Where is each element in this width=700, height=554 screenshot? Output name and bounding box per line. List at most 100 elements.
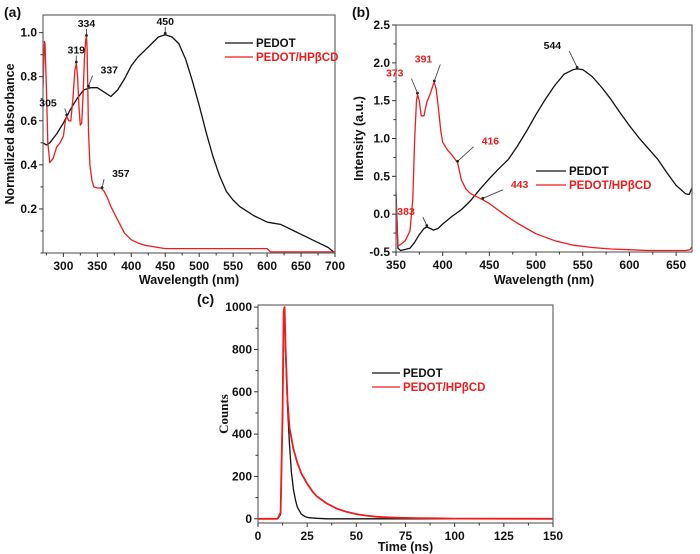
x-tick-label: 450: [479, 258, 499, 272]
panel-c: 0 25 50 75 100 125 150 0 200 400 600 800 1000 Time (n…: [197, 291, 563, 554]
y-tick-label: 600: [232, 385, 252, 399]
panel-label: (c): [197, 291, 214, 307]
legend-label: PEDOT/HPβCD: [403, 382, 485, 394]
panel-label: (b): [352, 4, 370, 20]
y-tick-label: 0.8: [20, 70, 37, 84]
panel-label: (a): [4, 4, 21, 20]
legend-label: PEDOT: [569, 166, 609, 178]
x-tick-label: 700: [325, 259, 345, 273]
annotation-arrow: [482, 189, 504, 199]
x-tick-label: 450: [155, 259, 175, 273]
annotation-arrowhead: [575, 65, 579, 69]
panel-a: 300 350 400 450 500 550 600 650 700 0.2 0.4 0.6 0.8 1…: [3, 4, 345, 287]
legend: PEDOT PEDOT/HPβCD: [372, 368, 485, 394]
annotation-arrowhead: [163, 31, 167, 35]
plot-frame: [395, 24, 693, 253]
y-tick-label: 800: [232, 342, 252, 356]
annotation-arrow: [422, 216, 428, 226]
x-tick-label: 100: [445, 529, 465, 543]
x-tick-label: 350: [87, 259, 107, 273]
annotation-arrowhead: [87, 84, 90, 88]
y-tick-label: 400: [232, 427, 252, 441]
annotation-arrow: [101, 178, 105, 188]
annotation-arrow: [411, 78, 418, 94]
legend: PEDOT PEDOT/HPβCD: [536, 166, 651, 192]
annotation-arrowhead: [74, 60, 78, 64]
annotation-arrowhead: [425, 224, 429, 227]
x-tick-label: 25: [300, 529, 314, 543]
series-line-pedot: [258, 314, 553, 520]
annotation-arrowhead: [100, 186, 104, 189]
plot-frame: [257, 304, 554, 524]
y-tick-label: -0.5: [369, 245, 390, 259]
annotation-label: 416: [482, 136, 500, 148]
y-tick-label: 0.4: [20, 158, 37, 172]
y-tick-label: 1.0: [373, 132, 390, 146]
y-tick-label: 2.0: [373, 56, 390, 70]
annotation-arrow: [88, 75, 93, 87]
x-tick-label: 150: [543, 529, 563, 543]
y-axis-title: Normalized absorbance: [3, 63, 17, 204]
x-tick-label: 350: [386, 258, 406, 272]
legend-label: PEDOT: [403, 368, 443, 380]
annotation-label: 334: [78, 18, 96, 30]
y-tick-label: 1.0: [20, 26, 37, 40]
annotation-arrowhead: [481, 196, 485, 200]
series-line-pedot: [396, 68, 692, 252]
x-tick-label: 50: [350, 529, 364, 543]
annotation-label: 450: [156, 16, 174, 28]
y-tick-label: 0.2: [20, 202, 37, 216]
annotation-arrow: [433, 64, 441, 82]
annotation-arrowhead: [432, 79, 436, 83]
y-axis-title: Counts: [216, 394, 231, 434]
y-tick-label: 0.0: [373, 207, 390, 221]
annotation-arrow: [568, 50, 578, 68]
x-axis-title: Wavelength (nm): [494, 273, 594, 287]
y-tick-label: 0: [245, 512, 252, 526]
x-tick-label: 0: [255, 529, 262, 543]
x-tick-label: 75: [399, 529, 413, 543]
x-tick-label: 500: [526, 258, 546, 272]
annotation-arrowhead: [85, 34, 88, 37]
series-line-pedot: [43, 34, 335, 253]
x-tick-label: 400: [433, 258, 453, 272]
annotation-label: 319: [68, 44, 86, 56]
annotation-label: 443: [511, 179, 529, 191]
y-tick-label: 0.5: [373, 169, 390, 183]
panel-b: 350 400 450 500 550 600 650 -0.5 0.0 0.5 1.0 1.5 2.0…: [352, 4, 693, 287]
x-tick-label: 650: [291, 259, 311, 273]
x-axis-title: Time (ns): [378, 540, 433, 554]
series-line-pedot-hpbcd: [258, 306, 553, 520]
y-tick-label: 2.5: [373, 18, 390, 32]
y-tick-label: 1.5: [373, 94, 390, 108]
x-tick-label: 600: [619, 258, 639, 272]
x-tick-label: 650: [666, 258, 686, 272]
annotation-arrowhead: [416, 91, 419, 95]
legend-label: PEDOT/HPβCD: [569, 180, 651, 192]
annotation-label: 337: [100, 65, 118, 77]
x-tick-label: 125: [494, 529, 514, 543]
annotation-label: 373: [386, 68, 404, 80]
x-tick-label: 400: [121, 259, 141, 273]
annotation-label: 544: [544, 40, 562, 52]
y-tick-label: 1000: [225, 300, 252, 314]
y-tick-label: 0.6: [20, 114, 37, 128]
annotation-label: 383: [397, 206, 415, 218]
y-axis-title: Intensity (a.u.): [352, 96, 366, 181]
plot-frame: [42, 14, 336, 254]
series-line-pedot-hpbcd: [43, 36, 335, 253]
legend-label: PEDOT: [256, 38, 296, 50]
x-tick-label: 500: [189, 259, 209, 273]
annotation-label: 391: [415, 54, 433, 66]
annotation-label: 357: [112, 168, 130, 180]
annotation-arrowhead: [65, 113, 69, 117]
x-tick-label: 550: [573, 258, 593, 272]
series-line-pedot-hpbcd: [396, 81, 692, 252]
x-tick-label: 600: [257, 259, 277, 273]
annotation-arrow: [457, 146, 474, 162]
x-tick-label: 550: [223, 259, 243, 273]
x-tick-label: 300: [53, 259, 73, 273]
y-tick-label: 200: [232, 469, 252, 483]
legend: PEDOT PEDOT/HPβCD: [225, 38, 338, 64]
